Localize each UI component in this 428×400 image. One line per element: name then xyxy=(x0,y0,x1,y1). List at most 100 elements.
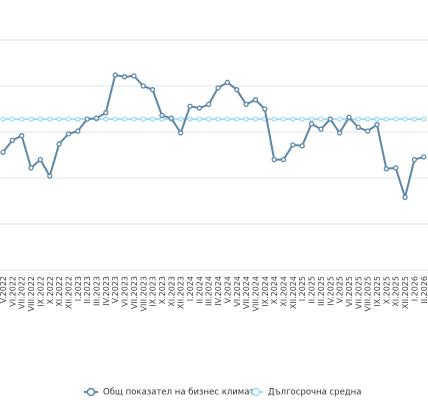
point xyxy=(19,116,25,122)
x-tick-label: VII.2022 xyxy=(18,276,27,309)
x-tick-label: VIII.2023 xyxy=(139,276,148,311)
point xyxy=(364,128,371,134)
point xyxy=(56,116,62,122)
point xyxy=(131,116,137,122)
point xyxy=(159,112,165,119)
x-tick-label: I.2024 xyxy=(186,276,195,301)
x-tick-label: II.2026 xyxy=(420,276,428,304)
point xyxy=(224,116,231,122)
x-tick-label: VIII.2024 xyxy=(251,276,260,311)
point xyxy=(37,116,44,122)
x-tick-label: II.2025 xyxy=(308,276,317,304)
point xyxy=(299,116,305,122)
series-line xyxy=(2,73,425,201)
point xyxy=(121,116,128,122)
x-tick-label: V.2022 xyxy=(0,276,8,303)
x-tick-label: II.2023 xyxy=(83,276,92,304)
point xyxy=(187,103,193,109)
x-tick-label: X.2023 xyxy=(158,276,167,304)
x-tick-label: IX.2025 xyxy=(373,276,382,307)
x-tick-label: I.2025 xyxy=(298,276,307,301)
point xyxy=(103,110,109,116)
legend-label: Дългосрочна средна xyxy=(268,388,361,398)
x-tick-label: XI.2025 xyxy=(392,276,401,307)
x-tick-label: X.2025 xyxy=(382,276,391,304)
point xyxy=(177,130,184,136)
x-tick-label: V.2025 xyxy=(336,276,345,303)
point xyxy=(9,137,16,143)
point xyxy=(411,156,418,163)
point xyxy=(421,116,427,122)
point xyxy=(84,116,90,122)
point xyxy=(103,116,109,122)
point xyxy=(280,116,287,122)
legend-swatch xyxy=(86,387,96,397)
point xyxy=(383,116,390,122)
point xyxy=(252,116,259,122)
point xyxy=(374,116,380,122)
x-tick-label: IV.2024 xyxy=(214,276,223,306)
point xyxy=(28,116,34,122)
point xyxy=(149,87,156,93)
point xyxy=(196,116,203,122)
x-tick-label: X.2022 xyxy=(46,276,55,304)
point xyxy=(336,116,343,122)
point xyxy=(19,133,25,139)
point xyxy=(290,142,296,148)
point xyxy=(402,194,408,200)
point xyxy=(243,116,249,122)
point xyxy=(47,173,53,179)
legend-item: Дългосрочна средна xyxy=(249,388,361,398)
x-tick-label: IV.2023 xyxy=(102,276,111,306)
x-tick-label: II.2024 xyxy=(195,276,204,304)
point xyxy=(112,116,118,122)
point xyxy=(28,165,34,171)
point xyxy=(355,116,361,122)
x-tick-label: VI.2025 xyxy=(345,276,354,307)
x-tick-label: VII.2025 xyxy=(354,276,363,309)
legend-item: Общ показател на бизнес климата xyxy=(84,388,260,398)
x-tick-label: VI.2024 xyxy=(233,276,242,307)
x-tick-label: XII.2023 xyxy=(177,276,186,309)
point xyxy=(224,79,231,85)
point xyxy=(299,143,305,149)
point xyxy=(290,116,296,122)
point xyxy=(421,154,427,160)
point xyxy=(355,124,361,131)
legend: Общ показател на бизнес климата Дългосроч… xyxy=(84,388,361,398)
x-tick-label: III.2024 xyxy=(205,276,214,306)
point xyxy=(56,141,62,147)
x-tick-label: VI.2023 xyxy=(121,276,130,307)
point xyxy=(271,116,277,122)
point xyxy=(0,149,6,155)
legend-label: Общ показател на бизнес климата xyxy=(103,388,260,398)
point xyxy=(206,116,212,122)
point xyxy=(140,83,146,89)
x-tick-label: IV.2025 xyxy=(326,276,335,306)
x-tick-label: IX.2024 xyxy=(261,276,270,307)
x-tick-label: XII.2024 xyxy=(289,276,298,309)
point xyxy=(393,165,399,171)
point xyxy=(364,116,371,122)
point xyxy=(234,116,240,122)
point xyxy=(140,116,146,122)
point xyxy=(47,116,53,122)
point xyxy=(393,116,399,122)
point xyxy=(65,116,72,122)
legend-swatch xyxy=(251,387,261,397)
x-tick-label: VI.2022 xyxy=(8,276,17,307)
point xyxy=(215,85,221,91)
point xyxy=(383,166,390,172)
point xyxy=(262,106,268,112)
point xyxy=(75,116,81,122)
x-tick-label: VII.2024 xyxy=(242,276,251,309)
point xyxy=(411,116,418,122)
x-tick-label: III.2023 xyxy=(93,276,102,306)
x-tick-label: VIII.2025 xyxy=(364,276,373,311)
point xyxy=(318,126,324,132)
point xyxy=(234,87,240,93)
point xyxy=(93,115,100,121)
x-tick-label: I.2026 xyxy=(410,276,419,301)
x-tick-label: VII.2023 xyxy=(130,276,139,309)
